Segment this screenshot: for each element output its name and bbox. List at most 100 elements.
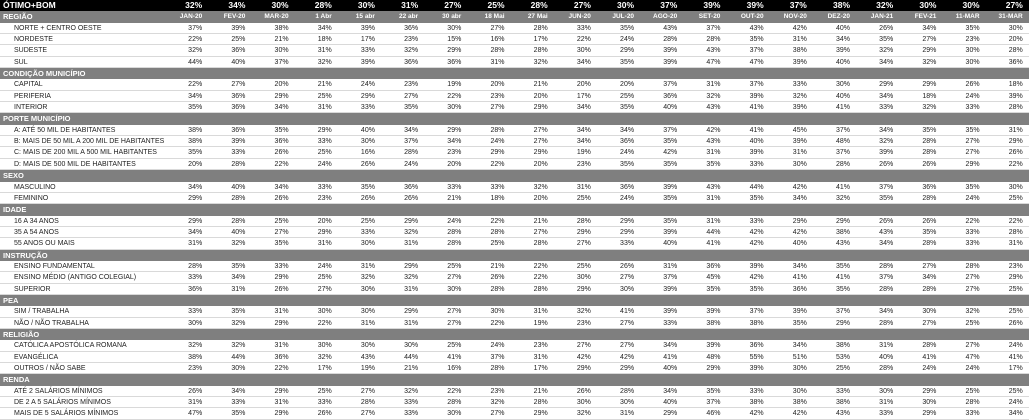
row-value: 31% [251,340,295,352]
row-value: 24% [337,79,381,91]
row-value: 21% [380,363,425,375]
row-value: 43% [337,352,381,363]
row-value: 36% [251,352,295,363]
row-value: 34% [769,193,813,205]
header-value: 28% [510,0,554,12]
section-fill [985,294,1029,307]
row-value: 35% [683,386,727,398]
section-fill [251,328,295,341]
row-value: 27% [596,272,641,284]
row-value: 45% [769,125,813,137]
row-value: 28% [942,261,986,273]
section-fill [985,328,1029,341]
row-value: 35% [596,102,641,114]
section-fill [683,113,727,125]
row-value: 25% [942,318,986,329]
section-fill [380,328,425,341]
section-fill [294,170,338,182]
row-value: 27% [942,340,986,352]
row-value: 38% [251,23,295,35]
row-value: 33% [942,238,986,250]
row-value: 37% [640,125,684,137]
section-fill [812,68,856,80]
row-value: 29% [899,386,943,398]
row-value: 27% [424,318,468,329]
row-value: 29% [596,227,641,239]
row-value: 24% [467,136,511,148]
row-value: 38% [812,397,856,409]
section-fill [640,249,684,261]
row-value: 20% [467,79,511,91]
row-value: 28% [899,136,943,148]
row-value: 34% [812,34,856,46]
row-value: 30% [208,363,252,375]
row-value: 34% [640,340,684,352]
section-fill [510,249,554,261]
header-value: 39% [726,0,770,12]
section-fill [424,328,468,341]
row-value: 30% [294,340,338,352]
row-value: 39% [640,182,684,193]
row-value: 41% [683,238,727,250]
row-value: 40% [769,238,813,250]
row-value: 35% [640,136,684,148]
row-value: 25% [985,386,1029,398]
row-value: 46% [683,408,727,420]
section-fill [294,68,338,80]
header-value: 37% [769,0,813,12]
row-value: 32% [683,91,727,103]
row-value: 28% [467,284,511,295]
row-value: 42% [596,352,641,363]
column-header: 30 abr [424,11,468,23]
section-fill [596,113,641,125]
column-header: JUL-20 [596,11,641,23]
row-value: 29% [553,284,597,295]
column-header: JAN-20 [165,11,209,23]
row-value: 42% [640,147,684,159]
section-fill [467,294,511,307]
row-value: 27% [251,227,295,239]
row-value: 27% [899,34,943,46]
row-value: 30% [467,306,511,318]
row-value: 33% [208,147,252,159]
row-value: 32% [899,102,943,114]
row-value: 27% [424,306,468,318]
row-value: 33% [553,23,597,35]
section-fill [769,113,813,125]
section-fill [899,294,943,307]
section-fill [640,204,684,216]
row-value: 26% [985,147,1029,159]
row-value: 30% [337,238,381,250]
row-value: 29% [424,45,468,57]
column-header: 1 Abr [294,11,338,23]
row-value: 30% [424,102,468,114]
row-value: 18% [467,193,511,205]
section-fill [510,328,554,341]
row-value: 37% [683,23,727,35]
row-value: 35% [942,182,986,193]
row-value: 28% [424,397,468,409]
row-value: 33% [726,386,770,398]
row-value: 35% [856,34,900,46]
row-value: 28% [856,284,900,295]
section-fill [596,328,641,341]
header-value: 34% [208,0,252,12]
row-value: 24% [294,261,338,273]
row-value: 33% [856,408,900,420]
row-value: 35% [899,125,943,137]
header-value: 37% [640,0,684,12]
row-value: 24% [985,340,1029,352]
section-fill [769,294,813,307]
row-value: 28% [337,397,381,409]
column-header: 11-MAR [942,11,986,23]
row-value: 28% [424,227,468,239]
row-value: 35% [596,159,641,171]
row-value: 39% [769,57,813,69]
row-value: 31% [769,147,813,159]
row-value: 22% [985,216,1029,227]
row-value: 24% [294,159,338,171]
row-value: 23% [510,340,554,352]
row-value: 32% [942,306,986,318]
row-label: NORDESTE [0,34,165,46]
